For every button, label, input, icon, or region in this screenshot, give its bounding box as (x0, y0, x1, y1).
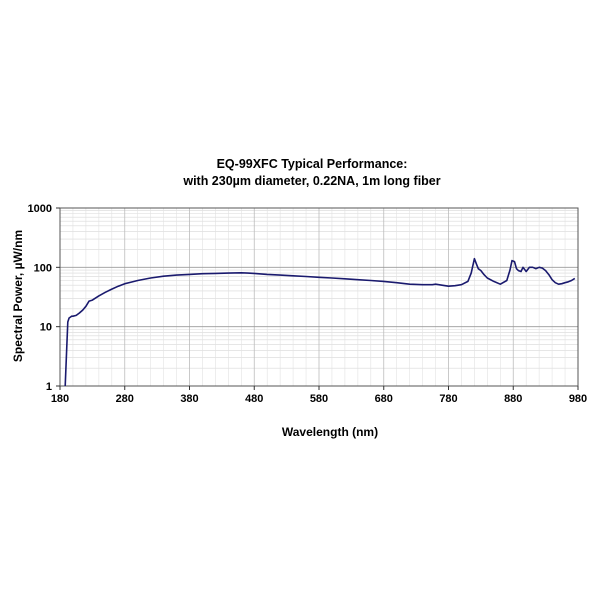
x-tick-label: 680 (375, 393, 393, 405)
y-tick-label: 10 (40, 322, 52, 334)
x-axis-label: Wavelength (nm) (282, 425, 378, 439)
x-tick-label: 480 (245, 393, 263, 405)
y-tick-label: 1000 (28, 203, 52, 215)
y-axis-label: Spectral Power, µW/nm (11, 230, 25, 362)
y-tick-label: 100 (34, 262, 52, 274)
x-tick-label: 580 (310, 393, 328, 405)
y-axis-ticks: 1 10 100 1000 (28, 203, 60, 393)
y-tick-label: 1 (46, 381, 52, 393)
x-tick-label: 380 (180, 393, 198, 405)
gridlines (60, 207, 578, 387)
x-tick-label: 780 (439, 393, 457, 405)
x-tick-label: 280 (116, 393, 134, 405)
chart-title: EQ-99XFC Typical Performance: (217, 157, 408, 171)
x-tick-label: 880 (504, 393, 522, 405)
x-tick-label: 980 (569, 393, 587, 405)
x-axis-ticks: 180 280 380 480 580 680 780 880 980 (51, 386, 587, 405)
series-line (64, 257, 576, 387)
chart-subtitle: with 230µm diameter, 0.22NA, 1m long fib… (182, 174, 440, 188)
x-tick-label: 180 (51, 393, 69, 405)
